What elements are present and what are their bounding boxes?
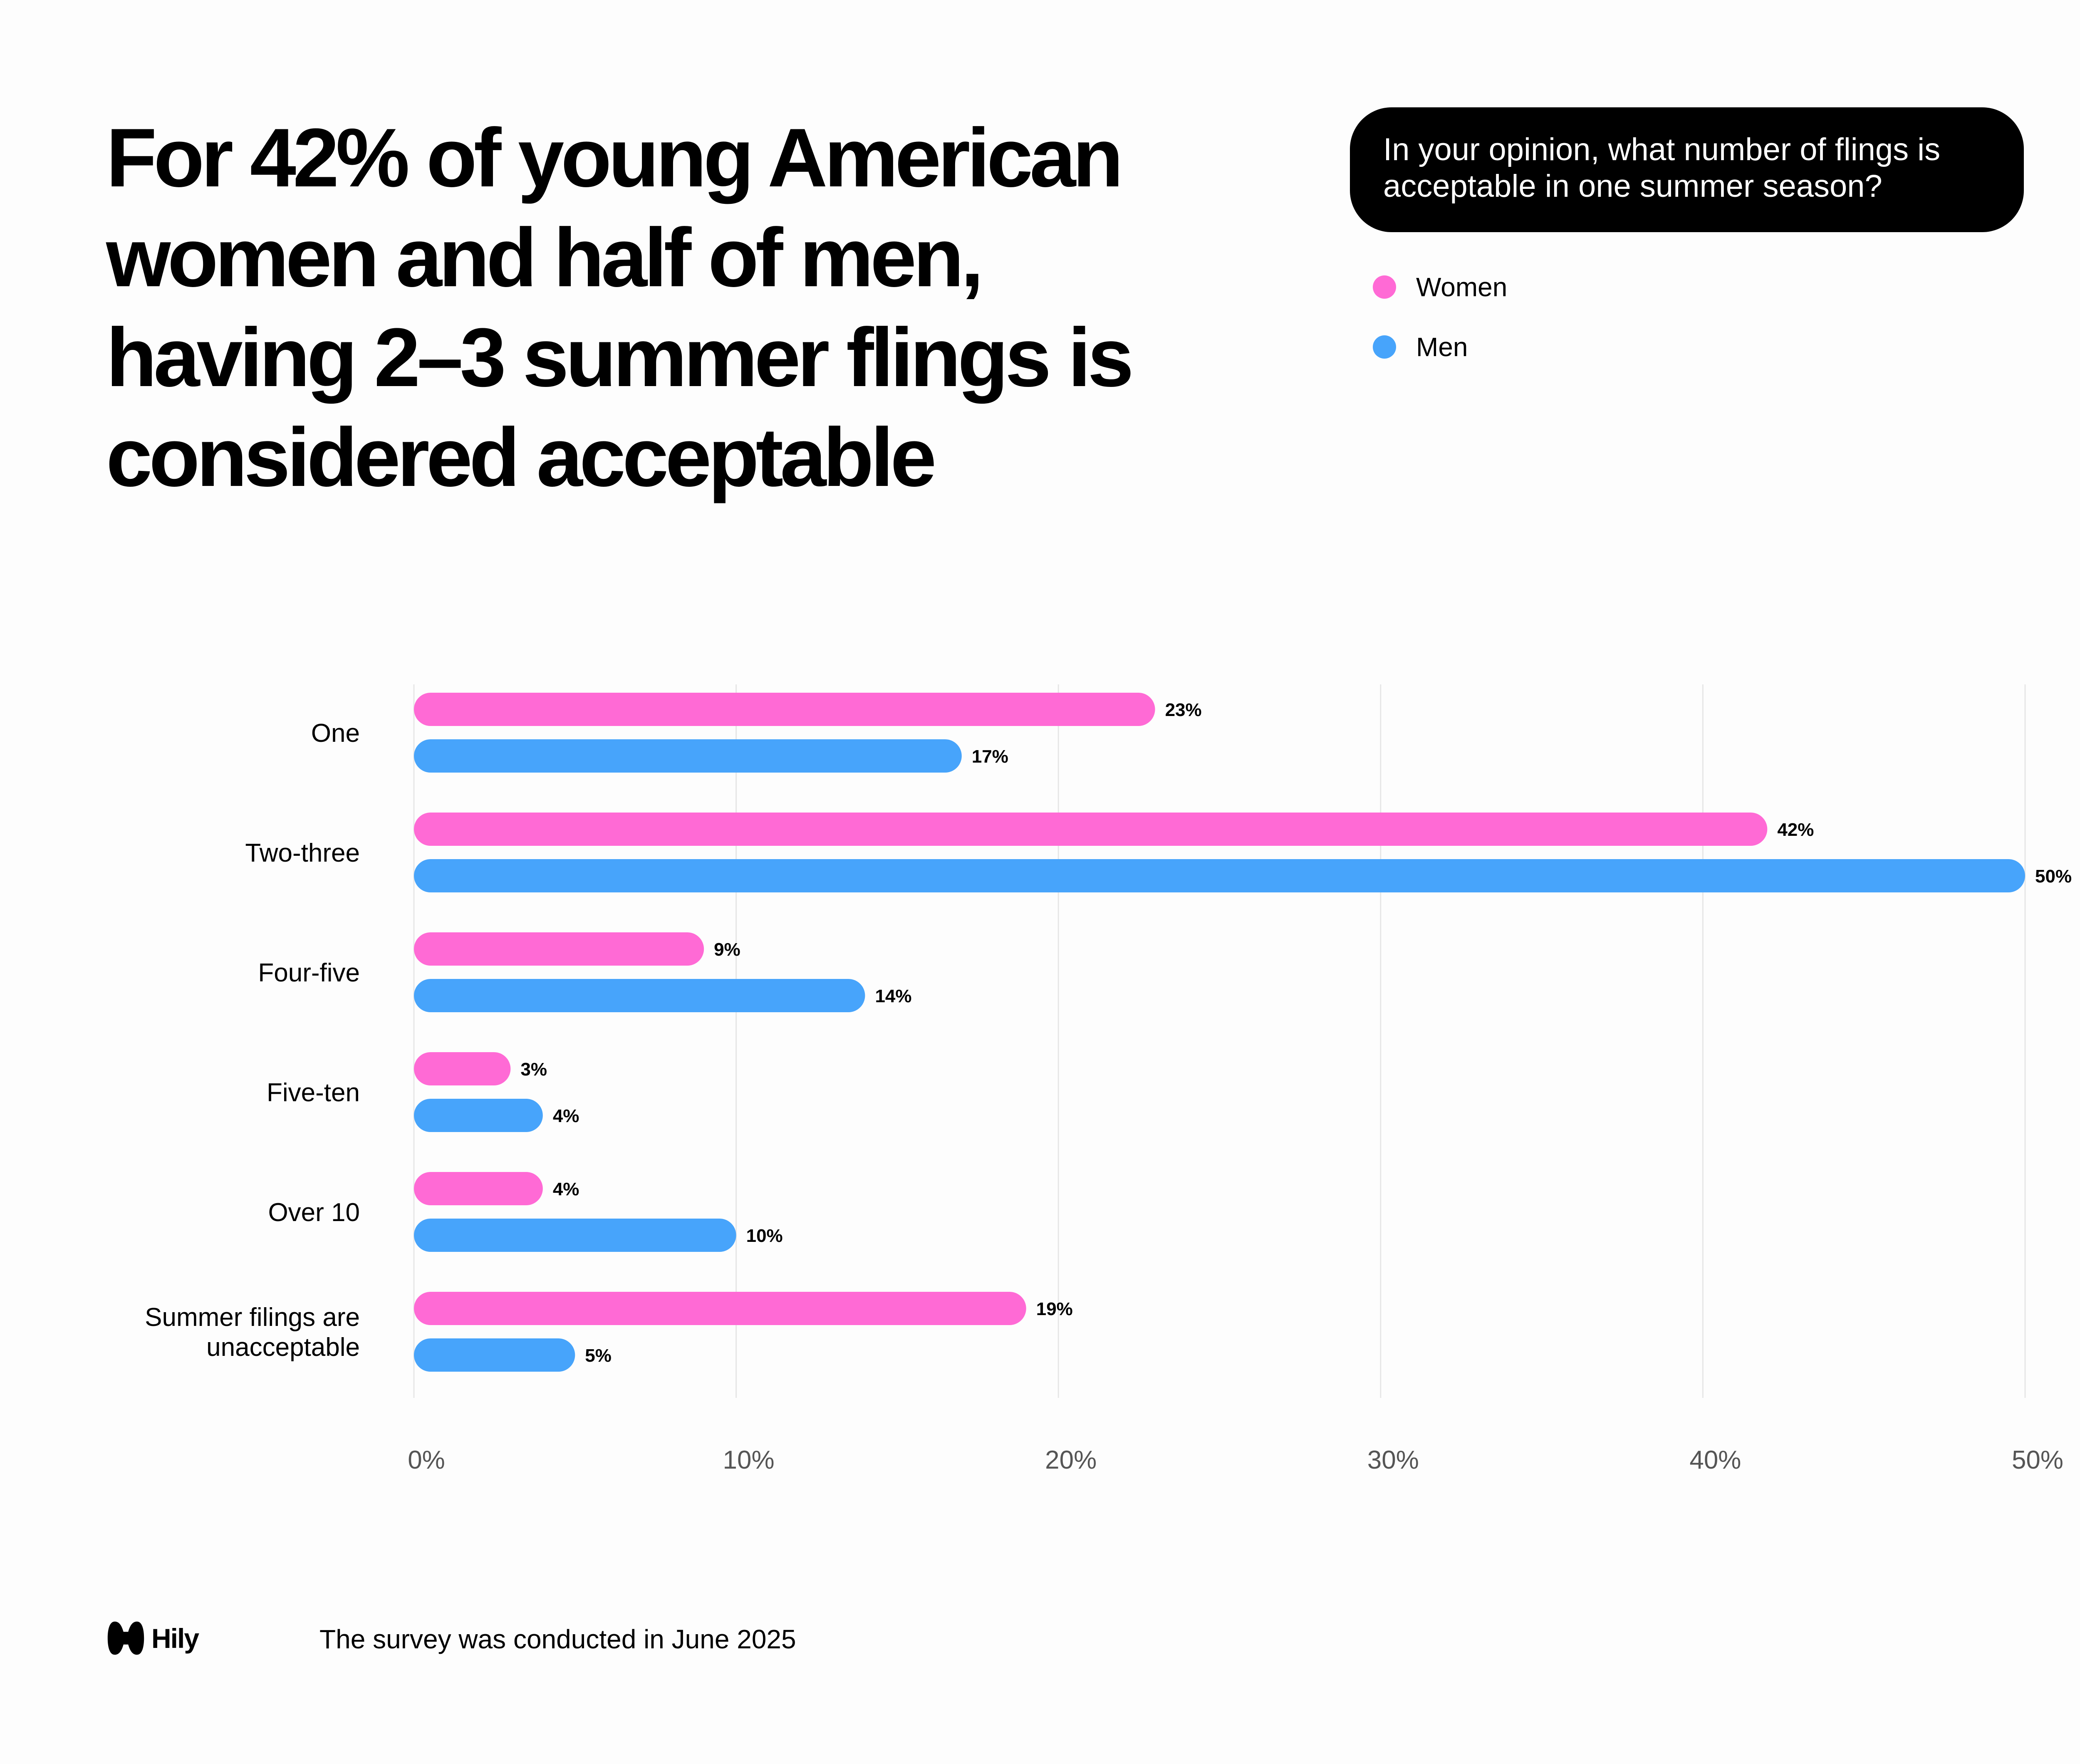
question-text: In your opinion, what number of flings i…	[1383, 132, 1941, 204]
x-tick-label: 40%	[1689, 1446, 1741, 1474]
bar-chart: 23% 17% One 42% 50% Two-three 9% 14% Four-five 3%…	[145, 684, 2072, 1474]
category-label: Two-three	[245, 839, 360, 867]
data-label: 5%	[585, 1345, 612, 1366]
bar-men	[414, 859, 2025, 892]
legend-swatch-men	[1373, 335, 1396, 359]
survey-note: The survey was conducted in June 2025	[319, 1624, 796, 1654]
hily-logo-icon	[107, 1621, 144, 1655]
brand-name: Hily	[151, 1623, 199, 1654]
bar-men	[414, 1219, 736, 1252]
data-label: 23%	[1165, 700, 1202, 720]
bar-men	[414, 1338, 575, 1372]
headline: For 42% of young American women and half…	[106, 111, 1134, 504]
bar-women	[414, 1292, 1026, 1325]
legend-item-men: Men	[1373, 330, 1507, 364]
bar-layer	[414, 693, 2025, 1372]
data-label: 42%	[1777, 820, 1814, 840]
legend-label-women: Women	[1416, 272, 1508, 302]
bar-women	[414, 1172, 543, 1205]
data-label: 4%	[553, 1106, 579, 1126]
question-box: In your opinion, what number of flings i…	[1350, 107, 2024, 232]
bar-women	[414, 813, 1768, 846]
category-label-line: Five-ten	[267, 1078, 360, 1107]
data-label: 14%	[875, 986, 911, 1006]
category-label-line: unacceptable	[206, 1333, 360, 1362]
x-tick-label: 30%	[1367, 1446, 1419, 1474]
data-label: 50%	[2035, 866, 2072, 887]
data-label: 9%	[714, 939, 740, 960]
x-tick-label: 20%	[1045, 1446, 1097, 1474]
bar-women	[414, 932, 704, 966]
category-label-line: Four-five	[258, 959, 360, 987]
bar-men	[414, 1099, 543, 1132]
bar-men	[414, 739, 962, 773]
brand-logo: Hily	[106, 1618, 199, 1658]
data-label: 3%	[520, 1059, 547, 1080]
label-layer: 23% 17% One 42% 50% Two-three 9% 14% Four-five 3%…	[145, 700, 2072, 1366]
bar-men	[414, 979, 865, 1012]
x-tick-label: 10%	[723, 1446, 775, 1474]
category-label: One	[311, 719, 360, 748]
legend-label-men: Men	[1416, 332, 1468, 362]
legend-item-women: Women	[1373, 270, 1507, 304]
category-label-line: One	[311, 719, 360, 748]
category-label: Five-ten	[267, 1078, 360, 1107]
grid-layer	[413, 684, 2026, 1398]
category-label: Over 10	[268, 1198, 360, 1227]
x-tick-label: 50%	[2012, 1446, 2063, 1474]
category-label-line: Two-three	[245, 839, 360, 867]
category-label: Four-five	[258, 959, 360, 987]
bar-women	[414, 693, 1155, 726]
bar-women	[414, 1052, 511, 1085]
legend: Women Men	[1373, 270, 1507, 390]
data-label: 4%	[553, 1179, 579, 1199]
data-label: 10%	[746, 1226, 783, 1246]
tick-layer: 0% 10% 20% 30% 40% 50%	[408, 1446, 2063, 1474]
data-label: 19%	[1036, 1299, 1073, 1319]
legend-swatch-women	[1373, 275, 1396, 299]
category-label: Summer filings are unacceptable	[145, 1303, 360, 1362]
x-tick-label: 0%	[408, 1446, 445, 1474]
data-label: 17%	[972, 746, 1008, 767]
category-label-line: Over 10	[268, 1198, 360, 1227]
category-label-line: Summer filings are	[145, 1303, 360, 1332]
